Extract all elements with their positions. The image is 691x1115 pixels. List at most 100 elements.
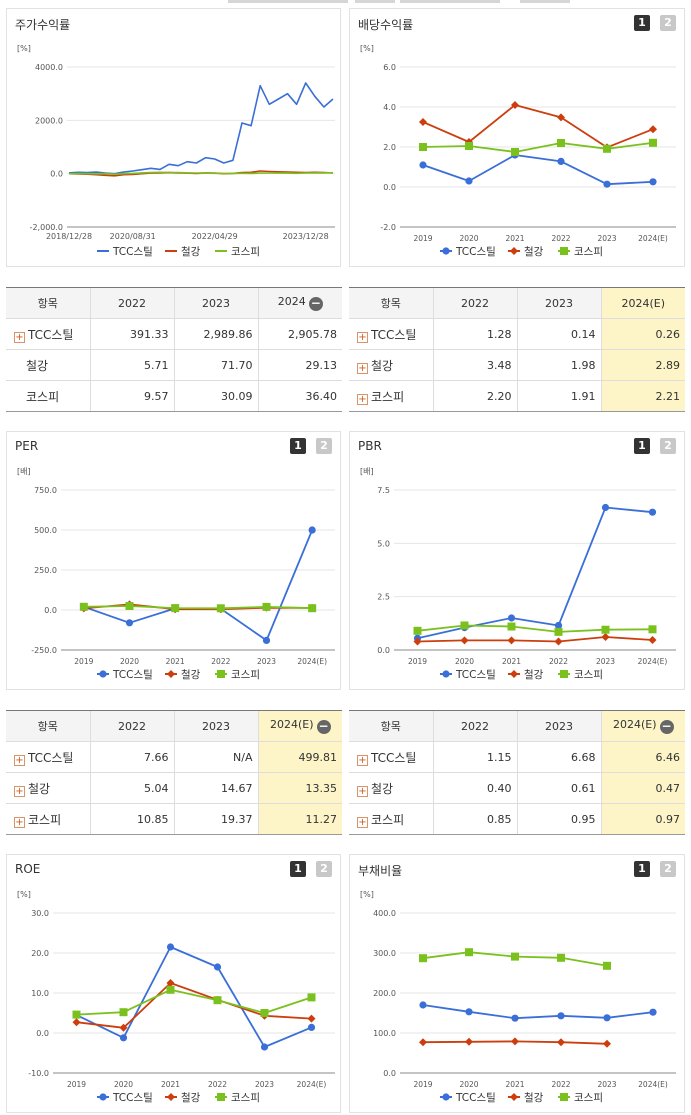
expand-icon[interactable]: + <box>357 754 368 766</box>
expand-icon[interactable]: + <box>14 754 25 766</box>
column-header-label: 2022 <box>461 719 489 733</box>
top-tab-strip <box>355 0 395 3</box>
series-tcc <box>68 82 334 175</box>
y-axis-unit: [배] <box>360 467 374 476</box>
expand-icon[interactable]: + <box>14 816 25 828</box>
table-cell: 0.26 <box>600 318 685 350</box>
data-point <box>511 148 519 156</box>
legend-label: TCC스틸 <box>455 668 496 681</box>
series-line <box>422 154 654 186</box>
page-button-1[interactable]: 1 <box>634 15 650 31</box>
row-label-cell: + 코스피 <box>6 803 90 835</box>
column-header: 2024− <box>257 287 342 319</box>
y-tick-label: 0.0 <box>383 183 396 192</box>
column-header: 2024(E) − <box>257 710 342 742</box>
page-button-2[interactable]: 2 <box>660 438 676 454</box>
data-point <box>603 180 611 188</box>
column-header-label: 2024(E) <box>612 718 657 731</box>
legend-item[interactable]: 철강 <box>165 1092 201 1104</box>
page-button-2[interactable]: 2 <box>660 15 676 31</box>
table-row: + TCC스틸 7.66 N/A 499.81 <box>6 741 342 773</box>
collapse-icon[interactable]: − <box>659 719 674 734</box>
x-tick-label: 2019 <box>408 657 427 666</box>
column-header-label: 2023 <box>545 296 573 310</box>
data-point <box>213 963 222 971</box>
expand-icon[interactable]: + <box>357 785 368 797</box>
legend-item[interactable]: 코스피 <box>558 1092 603 1104</box>
dividend-yield-chart-panel: 배당수익률 1 2 [%] 6.0 4.0 2.0 0.0 -2.0 2019 2020 2021 20… <box>349 8 685 267</box>
expand-icon[interactable]: + <box>357 362 368 374</box>
expand-icon[interactable]: + <box>357 393 368 405</box>
legend-item[interactable]: 코스피 <box>215 246 260 258</box>
page-button-1[interactable]: 1 <box>634 438 650 454</box>
data-point <box>649 125 657 134</box>
legend-item[interactable]: 코스피 <box>558 669 603 681</box>
legend-item[interactable]: TCC스틸 <box>97 245 153 258</box>
data-point <box>603 1014 611 1022</box>
table-cell: 29.13 <box>257 349 342 381</box>
legend-item[interactable]: TCC스틸 <box>97 668 153 681</box>
legend-marker <box>442 670 450 678</box>
series-kospi <box>413 621 657 636</box>
data-point <box>465 177 473 185</box>
column-header-label: 2023 <box>202 296 230 310</box>
column-header-label: 항목 <box>380 297 401 310</box>
row-label-cell: + 철강 <box>349 772 433 804</box>
x-tick-label: 2023 <box>597 234 616 243</box>
data-point <box>557 157 565 165</box>
y-axis-unit: [%] <box>360 44 374 53</box>
series-line <box>422 1004 654 1020</box>
page-button-2[interactable]: 2 <box>316 438 332 454</box>
x-tick-label: 2023 <box>257 657 276 666</box>
data-point <box>125 602 134 610</box>
legend-item[interactable]: 코스피 <box>215 1092 260 1104</box>
x-tick-label: 2019 <box>74 657 93 666</box>
page-button-1[interactable]: 1 <box>290 861 306 877</box>
legend-item[interactable]: 코스피 <box>558 246 603 258</box>
row-label: TCC스틸 <box>371 327 417 342</box>
page-button-2[interactable]: 2 <box>660 861 676 877</box>
page-button-1[interactable]: 1 <box>634 861 650 877</box>
page-button-2[interactable]: 2 <box>316 861 332 877</box>
legend-item[interactable]: 코스피 <box>215 669 260 681</box>
page-button-1[interactable]: 1 <box>290 438 306 454</box>
x-tick-label: 2020 <box>120 657 139 666</box>
expand-icon[interactable]: + <box>14 331 25 343</box>
stock-return-chart-panel: 주가수익률 [%] 4000.0 2000.0 0.0 -2,000.0 2018/12/2… <box>6 8 341 267</box>
row-label: TCC스틸 <box>28 327 74 342</box>
x-tick-label: 2024(E) <box>297 1080 327 1089</box>
legend-item[interactable]: 철강 <box>165 246 201 258</box>
legend-marker <box>217 1093 225 1101</box>
table-cell: 3.48 <box>432 349 517 381</box>
legend-item[interactable]: TCC스틸 <box>440 668 496 681</box>
data-point <box>262 636 271 644</box>
expand-icon[interactable]: + <box>357 816 368 828</box>
data-point <box>649 178 657 186</box>
y-tick-label: -2.0 <box>380 223 396 232</box>
legend-item[interactable]: 철강 <box>508 1092 544 1104</box>
legend-item[interactable]: TCC스틸 <box>440 1091 496 1104</box>
legend-item[interactable]: TCC스틸 <box>440 245 496 258</box>
column-header-label: 2023 <box>202 719 230 733</box>
column-header: 항목 <box>6 710 90 742</box>
legend-label: 코스피 <box>231 669 260 681</box>
legend-item[interactable]: 철강 <box>508 669 544 681</box>
row-label-cell: + 코스피 <box>349 380 433 412</box>
series-line <box>417 506 653 640</box>
legend-item[interactable]: 철강 <box>508 246 544 258</box>
series-steel <box>413 632 657 646</box>
collapse-icon[interactable]: − <box>316 719 331 734</box>
collapse-icon[interactable]: − <box>308 296 323 311</box>
series-line <box>422 104 654 149</box>
legend-item[interactable]: TCC스틸 <box>97 1091 153 1104</box>
legend-item[interactable]: 철강 <box>165 669 201 681</box>
row-label: TCC스틸 <box>28 750 74 765</box>
x-tick-label: 2024(E) <box>297 657 327 666</box>
expand-icon[interactable]: + <box>14 785 25 797</box>
table-cell: 5.71 <box>89 349 174 381</box>
data-point <box>557 1012 565 1020</box>
expand-icon[interactable]: + <box>357 331 368 343</box>
data-point <box>166 985 175 994</box>
column-header-label: 2024 <box>277 295 306 308</box>
